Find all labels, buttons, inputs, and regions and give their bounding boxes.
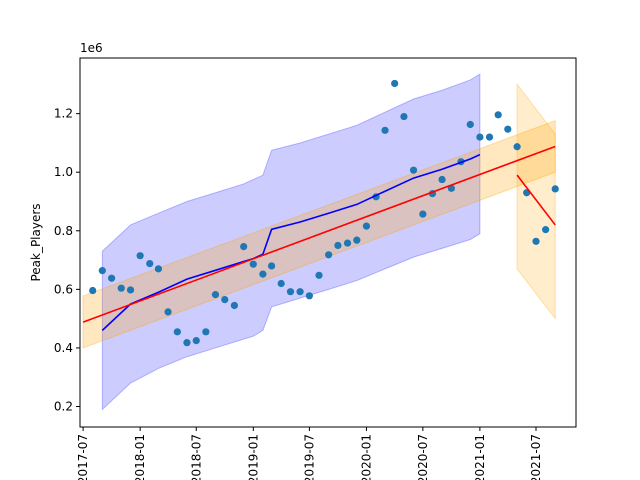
- data-point: [381, 126, 389, 134]
- data-point: [126, 286, 135, 294]
- data-point: [230, 301, 238, 310]
- data-point: [277, 279, 285, 288]
- data-point: [249, 260, 257, 268]
- x-tick-label: 2020-07: [416, 434, 430, 480]
- data-point: [409, 166, 418, 174]
- data-point: [117, 284, 125, 292]
- y-axis-offset-label: 1e6: [80, 41, 103, 55]
- x-tick-label: 2018-01: [133, 434, 147, 480]
- data-point: [476, 133, 484, 141]
- data-point: [485, 133, 494, 141]
- data-point: [136, 252, 144, 260]
- data-point: [183, 339, 191, 347]
- x-tick-label: 2021-01: [473, 434, 487, 480]
- confidence-band-fit-2: [516, 82, 556, 321]
- data-point: [259, 270, 267, 278]
- data-point: [154, 265, 163, 273]
- data-point: [98, 267, 106, 275]
- data-point: [343, 239, 352, 247]
- data-point: [504, 125, 512, 133]
- plot-area: [82, 73, 559, 411]
- data-point: [325, 251, 333, 259]
- data-point: [391, 79, 399, 88]
- data-point: [192, 337, 200, 345]
- y-axis: 0.2 0.4 0.6 0.8 1.0 1.2: [54, 107, 80, 414]
- data-point: [315, 271, 323, 279]
- data-point: [542, 226, 550, 234]
- y-tick-label: 0.4: [54, 341, 73, 355]
- fit-line-1: [101, 153, 481, 331]
- data-point: [362, 222, 371, 230]
- data-point: [173, 328, 181, 336]
- trend-line: [82, 145, 556, 323]
- data-point: [466, 120, 474, 129]
- x-axis: 2017-07 2018-01 2018-07 2019-01 2019-07 2020-…: [76, 427, 543, 480]
- y-axis-label: Peak_Players: [29, 203, 43, 281]
- data-point: [221, 296, 229, 304]
- data-point: [419, 210, 427, 218]
- data-point: [211, 291, 220, 299]
- x-tick-label: 2018-07: [189, 434, 203, 480]
- data-point: [89, 286, 97, 295]
- x-tick-label: 2021-07: [529, 434, 543, 480]
- data-point: [494, 111, 502, 119]
- y-tick-label: 0.6: [54, 282, 73, 296]
- x-tick-label: 2020-01: [359, 434, 373, 480]
- data-point: [146, 259, 154, 268]
- y-tick-label: 0.8: [54, 224, 73, 238]
- y-tick-label: 1.2: [54, 107, 73, 121]
- data-point: [286, 288, 295, 296]
- data-point: [334, 241, 342, 250]
- data-point: [240, 243, 248, 251]
- data-point: [202, 328, 210, 336]
- data-point: [305, 292, 313, 300]
- y-tick-label: 1.0: [54, 165, 73, 179]
- data-point: [438, 175, 446, 184]
- x-tick-label: 2017-07: [76, 434, 90, 480]
- data-point: [296, 288, 304, 296]
- data-point: [532, 237, 540, 245]
- x-tick-label: 2019-01: [246, 434, 260, 480]
- confidence-band-fit-1: [101, 73, 481, 411]
- fit-line-2: [516, 174, 556, 226]
- data-point: [267, 262, 276, 270]
- data-point: [400, 112, 408, 121]
- axes-frame: [79, 57, 577, 428]
- data-point: [353, 236, 361, 244]
- data-point: [551, 185, 559, 193]
- data-point: [164, 308, 172, 316]
- x-tick-label: 2019-07: [302, 434, 316, 480]
- data-point: [108, 274, 116, 282]
- y-tick-label: 0.2: [54, 400, 73, 414]
- data-point: [513, 143, 521, 151]
